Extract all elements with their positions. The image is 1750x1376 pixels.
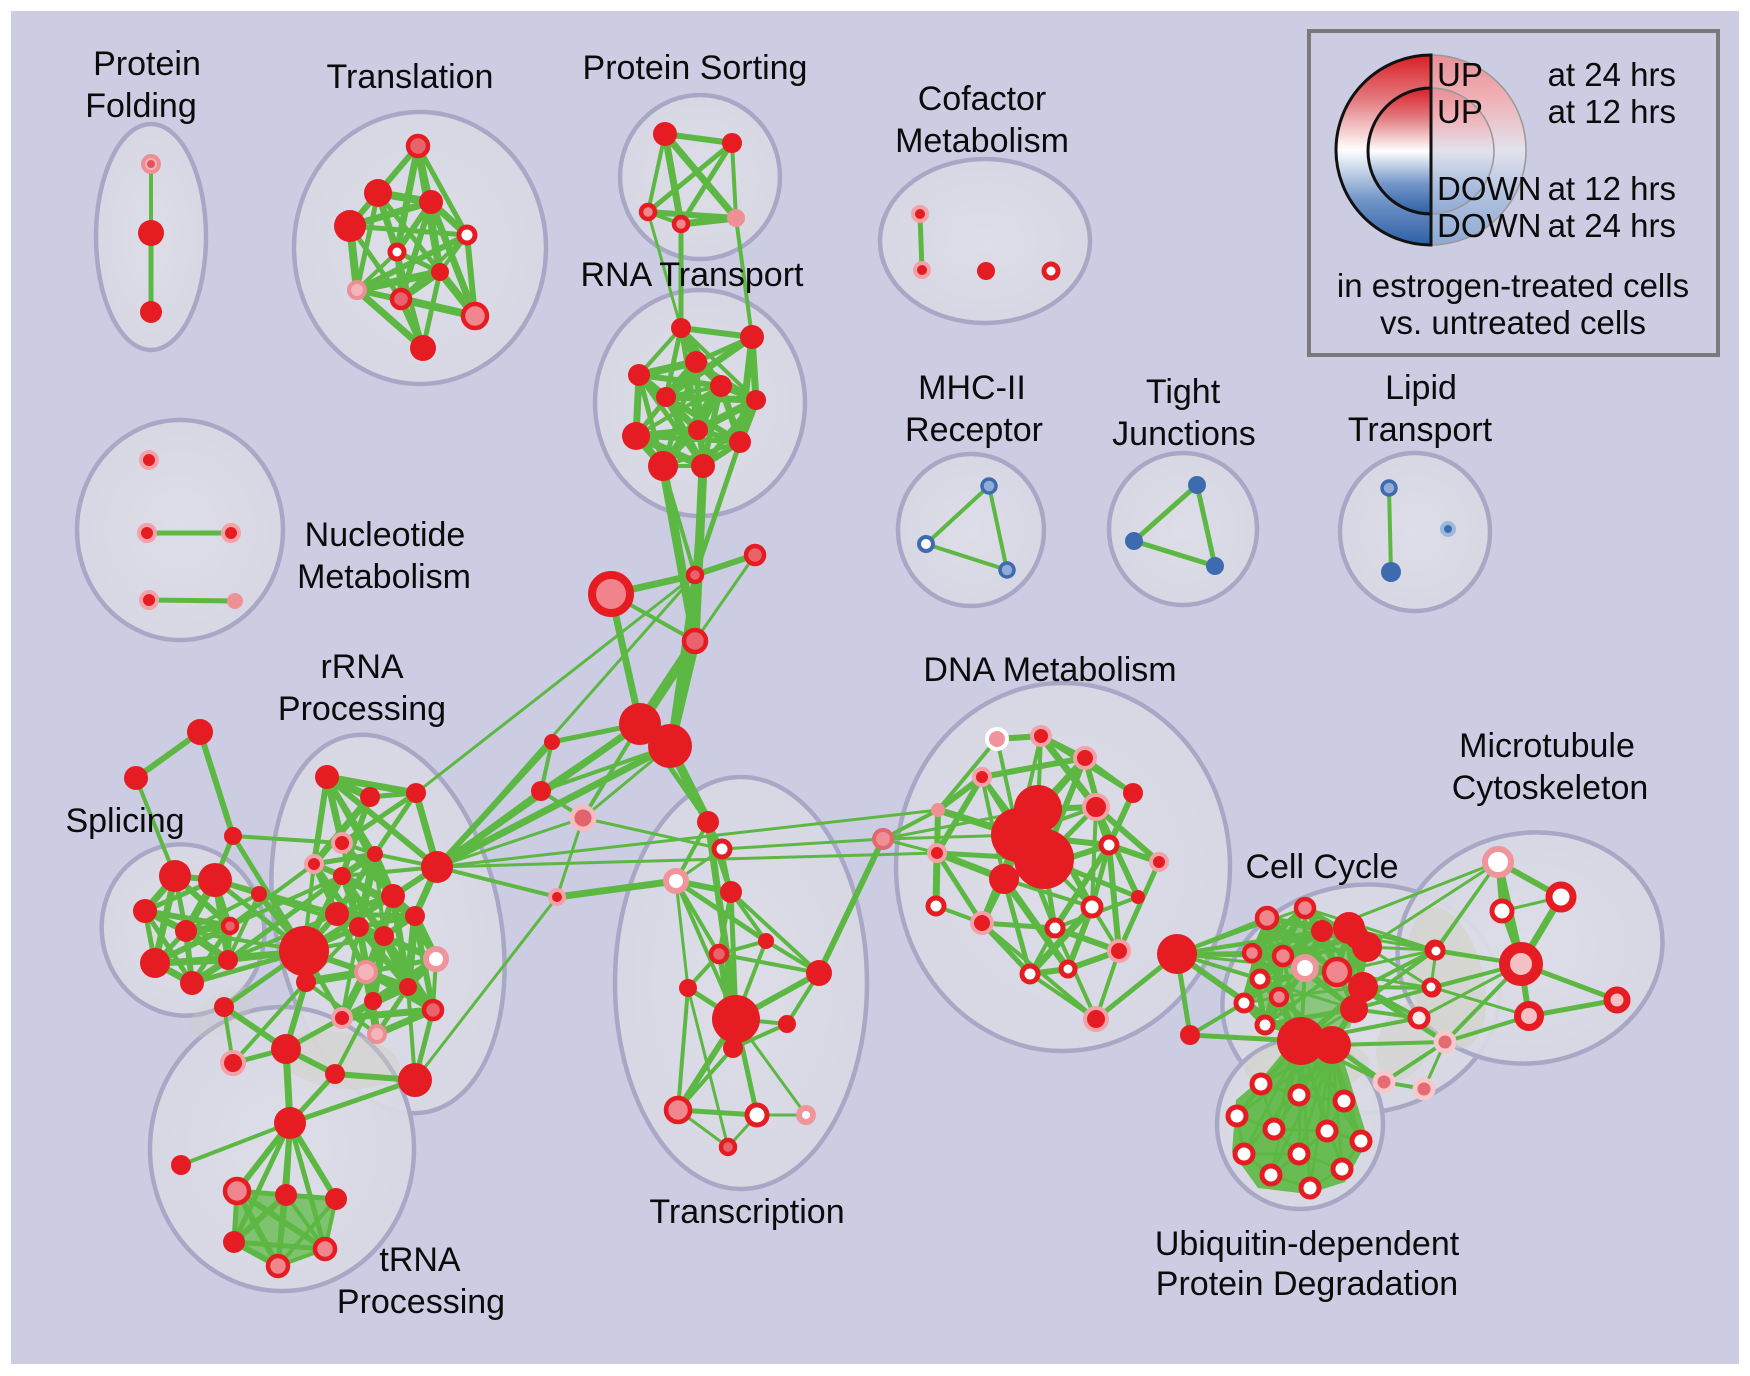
svg-text:Metabolism: Metabolism [895,122,1069,160]
svg-text:DOWN: DOWN [1437,170,1541,207]
svg-text:Ubiquitin-dependent: Ubiquitin-dependent [1155,1225,1460,1263]
svg-text:DOWN: DOWN [1437,207,1541,244]
svg-text:Translation: Translation [327,58,494,96]
svg-text:UP: UP [1437,93,1483,130]
svg-text:Nucleotide: Nucleotide [305,516,466,554]
svg-text:rRNA: rRNA [320,648,403,686]
svg-text:at 24 hrs: at 24 hrs [1548,207,1676,244]
svg-text:Protein Sorting: Protein Sorting [583,49,808,87]
svg-text:UP: UP [1437,56,1483,93]
svg-text:tRNA: tRNA [379,1241,461,1279]
svg-text:at 12 hrs: at 12 hrs [1548,93,1676,130]
svg-text:Splicing: Splicing [65,802,184,840]
svg-text:Processing: Processing [337,1283,505,1321]
svg-text:RNA Transport: RNA Transport [581,256,805,294]
svg-text:Processing: Processing [278,690,446,728]
svg-text:Junctions: Junctions [1112,415,1256,453]
svg-text:Microtubule: Microtubule [1459,727,1635,765]
svg-text:Cell Cycle: Cell Cycle [1245,848,1398,886]
svg-text:Receptor: Receptor [905,411,1043,449]
svg-text:in estrogen-treated cells: in estrogen-treated cells [1337,267,1689,304]
svg-text:DNA Metabolism: DNA Metabolism [923,651,1176,689]
svg-text:Folding: Folding [85,87,197,125]
svg-text:Protein Degradation: Protein Degradation [1156,1265,1458,1303]
svg-text:Protein: Protein [93,45,201,83]
svg-text:Metabolism: Metabolism [297,558,471,596]
svg-text:Transport: Transport [1348,411,1493,449]
svg-text:vs. untreated cells: vs. untreated cells [1380,304,1646,341]
svg-text:Tight: Tight [1146,373,1221,411]
svg-text:Cofactor: Cofactor [918,80,1047,118]
svg-text:at 24 hrs: at 24 hrs [1548,56,1676,93]
svg-text:Lipid: Lipid [1385,369,1457,407]
svg-text:Transcription: Transcription [649,1193,844,1231]
svg-text:at 12 hrs: at 12 hrs [1548,170,1676,207]
svg-text:Cytoskeleton: Cytoskeleton [1452,769,1649,807]
svg-text:MHC-II: MHC-II [918,369,1026,407]
